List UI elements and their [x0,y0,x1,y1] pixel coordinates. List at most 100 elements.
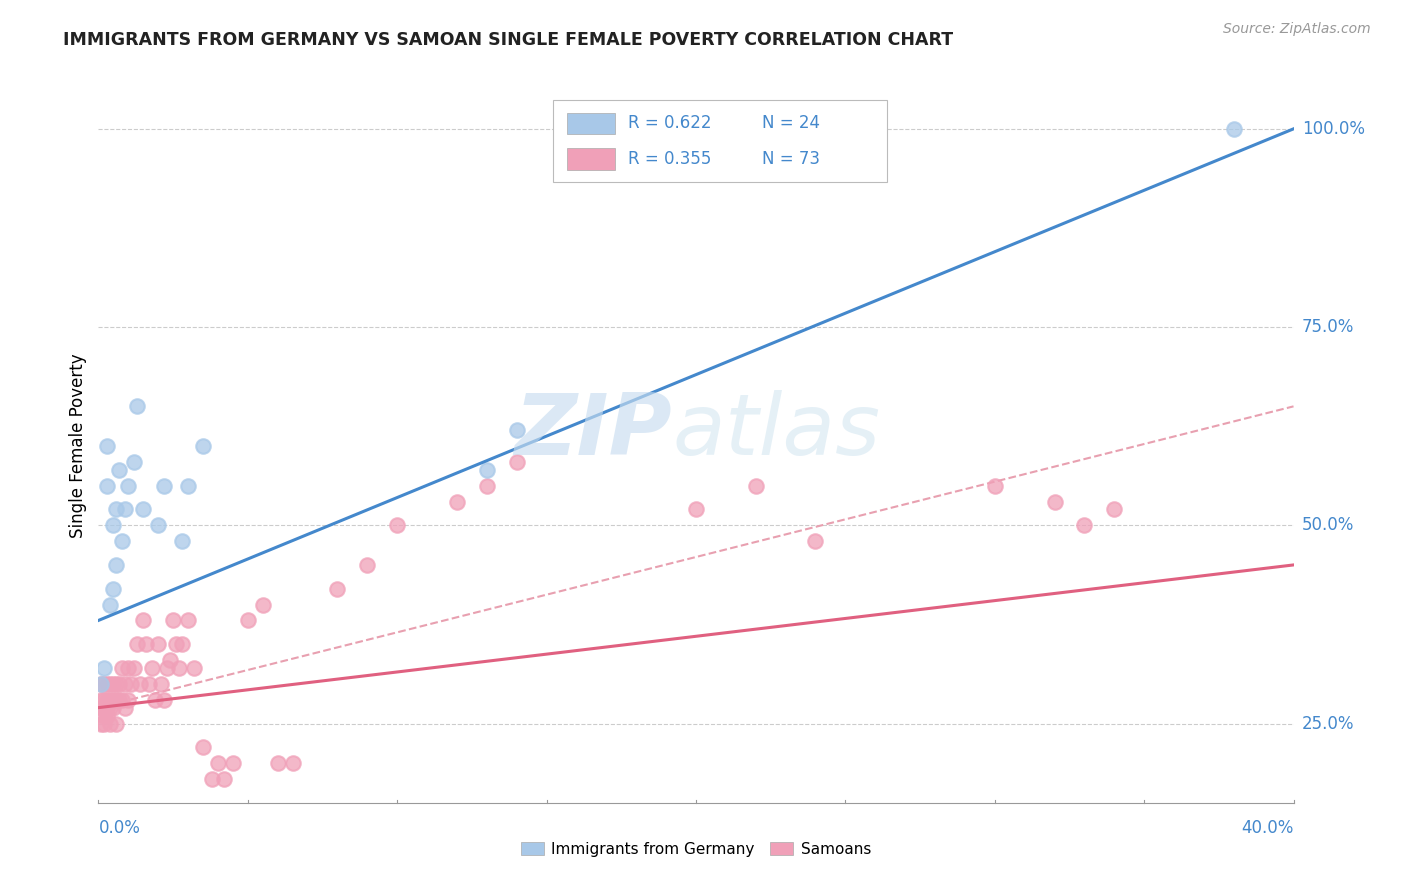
Point [983,478,1005,492]
Point [148,518,170,533]
Point [98,692,122,706]
Point [150,677,173,691]
Text: R = 0.355: R = 0.355 [628,150,711,168]
Point [98,700,122,714]
Point [167,661,190,675]
Point [191,439,214,453]
Point [98,598,122,612]
Point [148,637,170,651]
Text: N = 24: N = 24 [762,114,820,132]
Point [356,558,378,572]
Point [114,700,136,714]
Text: Source: ZipAtlas.com: Source: ZipAtlas.com [1223,22,1371,37]
Text: 100.0%: 100.0% [1302,120,1365,138]
Point [132,502,155,516]
Text: ZIP: ZIP [515,390,672,474]
Point [745,478,768,492]
Point [252,598,274,612]
Point [98,716,122,731]
Point [103,518,125,533]
Point [141,661,163,675]
Point [93,692,115,706]
Point [153,478,176,492]
Point [96,439,118,453]
Point [207,756,229,771]
Point [105,692,128,706]
Point [191,740,214,755]
Point [105,502,128,516]
Text: IMMIGRANTS FROM GERMANY VS SAMOAN SINGLE FEMALE POVERTY CORRELATION CHART: IMMIGRANTS FROM GERMANY VS SAMOAN SINGLE… [63,31,953,49]
Point [172,534,194,549]
Point [127,637,149,651]
Point [267,756,290,771]
Point [804,534,827,549]
Point [111,534,134,549]
Point [127,400,149,414]
Point [117,661,139,675]
Text: 25.0%: 25.0% [1302,714,1354,732]
Point [212,772,235,786]
Point [90,677,112,691]
Point [1073,518,1095,533]
FancyBboxPatch shape [567,148,614,169]
Point [162,614,184,628]
Point [201,772,224,786]
Point [124,455,146,469]
Point [177,614,200,628]
Point [103,677,125,691]
Point [143,692,166,706]
Text: 75.0%: 75.0% [1302,318,1354,336]
Point [475,463,498,477]
Point [111,661,134,675]
Point [90,692,112,706]
Point [1043,494,1066,508]
Point [96,708,118,723]
Point [108,463,131,477]
Point [120,677,142,691]
Point [135,637,157,651]
Point [326,582,349,596]
Point [385,518,409,533]
Point [506,455,529,469]
Point [108,692,131,706]
Point [117,692,139,706]
Point [105,716,128,731]
Point [281,756,304,771]
Point [183,661,205,675]
Point [114,502,136,516]
Point [129,677,152,691]
Point [475,478,498,492]
Point [111,692,134,706]
Point [93,708,115,723]
Point [93,661,115,675]
Point [103,700,125,714]
Point [96,478,118,492]
Point [177,478,200,492]
Point [153,692,176,706]
Text: N = 73: N = 73 [762,150,820,168]
Point [114,677,136,691]
Text: 50.0%: 50.0% [1302,516,1354,534]
Point [96,677,118,691]
Point [222,756,245,771]
Point [108,677,131,691]
Y-axis label: Single Female Poverty: Single Female Poverty [69,354,87,538]
Text: 0.0%: 0.0% [98,820,141,838]
Point [103,582,125,596]
Point [90,700,112,714]
Point [159,653,181,667]
FancyBboxPatch shape [553,100,887,182]
Point [124,661,146,675]
Point [98,677,122,691]
Text: 40.0%: 40.0% [1241,820,1294,838]
Point [506,423,529,437]
Point [90,677,112,691]
Point [105,558,128,572]
Point [96,692,118,706]
Point [90,716,112,731]
Legend: Immigrants from Germany, Samoans: Immigrants from Germany, Samoans [515,836,877,863]
Point [105,677,128,691]
Point [1104,502,1126,516]
Point [103,692,125,706]
Point [236,614,259,628]
